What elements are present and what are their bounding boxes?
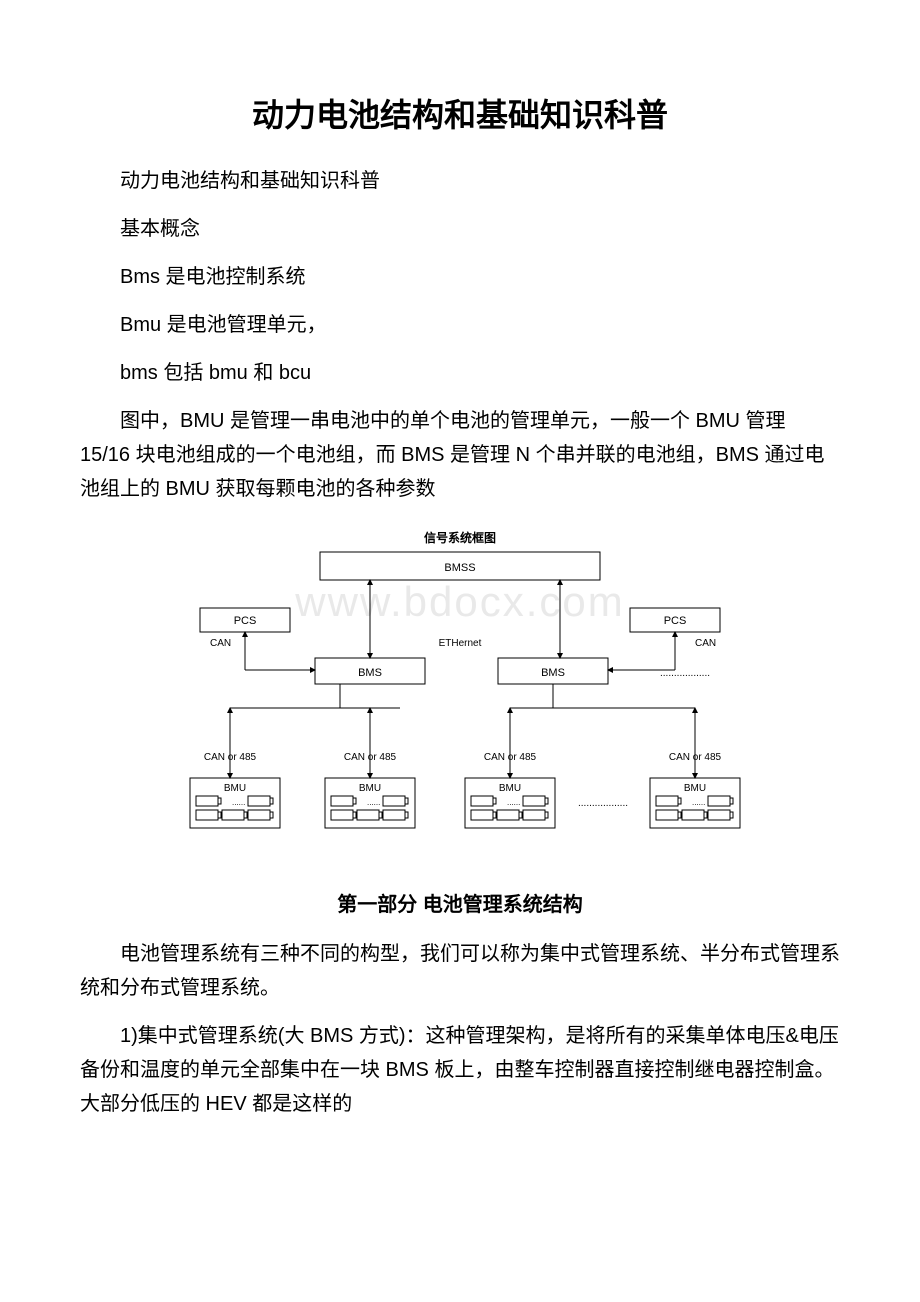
paragraph-3: Bms 是电池控制系统 xyxy=(80,260,840,294)
label-can-left: CAN xyxy=(210,638,231,649)
label-pcs-right: PCS xyxy=(664,615,687,627)
paragraph-2: 基本概念 xyxy=(80,212,840,246)
label-pcs-left: PCS xyxy=(234,615,257,627)
diagram-svg: 信号系统框图 BMSS PCS CAN PCS CAN ETHernet BMS… xyxy=(140,528,780,858)
system-diagram: www.bdocx.com 信号系统框图 BMSS PCS CAN PCS CA… xyxy=(80,528,840,858)
page-title: 动力电池结构和基础知识科普 xyxy=(80,90,840,136)
diagram-title: 信号系统框图 xyxy=(424,530,496,545)
label-can485-1: CAN or 485 xyxy=(204,752,257,763)
paragraph-7: 电池管理系统有三种不同的构型，我们可以称为集中式管理系统、半分布式管理系统和分布… xyxy=(80,937,840,1005)
paragraph-6: 图中，BMU 是管理一串电池中的单个电池的管理单元，一般一个 BMU 管理 15… xyxy=(80,404,840,506)
label-bmu-3: BMU xyxy=(499,783,521,794)
svg-text:......: ...... xyxy=(232,798,245,807)
label-bmu-4: BMU xyxy=(684,783,706,794)
paragraph-4: Bmu 是电池管理单元， xyxy=(80,308,840,342)
svg-text:......: ...... xyxy=(692,798,705,807)
label-ethernet: ETHernet xyxy=(439,638,482,649)
svg-text:......: ...... xyxy=(367,798,380,807)
svg-text:......: ...... xyxy=(507,798,520,807)
label-bms-1: BMS xyxy=(358,667,382,679)
label-can485-3: CAN or 485 xyxy=(484,752,537,763)
label-bmu-1: BMU xyxy=(224,783,246,794)
label-can485-2: CAN or 485 xyxy=(344,752,397,763)
paragraph-8: 1)集中式管理系统(大 BMS 方式)：这种管理架构，是将所有的采集单体电压&电… xyxy=(80,1019,840,1121)
label-can485-4: CAN or 485 xyxy=(669,752,722,763)
dots-bms: .................. xyxy=(660,668,710,679)
label-bmu-2: BMU xyxy=(359,783,381,794)
paragraph-5: bms 包括 bmu 和 bcu xyxy=(80,356,840,390)
label-bms-2: BMS xyxy=(541,667,565,679)
bmu-group: BMU ...... BMU ...... BMU ...... xyxy=(190,778,740,828)
label-bmss: BMSS xyxy=(444,562,475,574)
dots-bmu: .................. xyxy=(578,798,628,809)
paragraph-1: 动力电池结构和基础知识科普 xyxy=(80,164,840,198)
label-can-right: CAN xyxy=(695,638,716,649)
section-heading: 第一部分 电池管理系统结构 xyxy=(80,888,840,917)
